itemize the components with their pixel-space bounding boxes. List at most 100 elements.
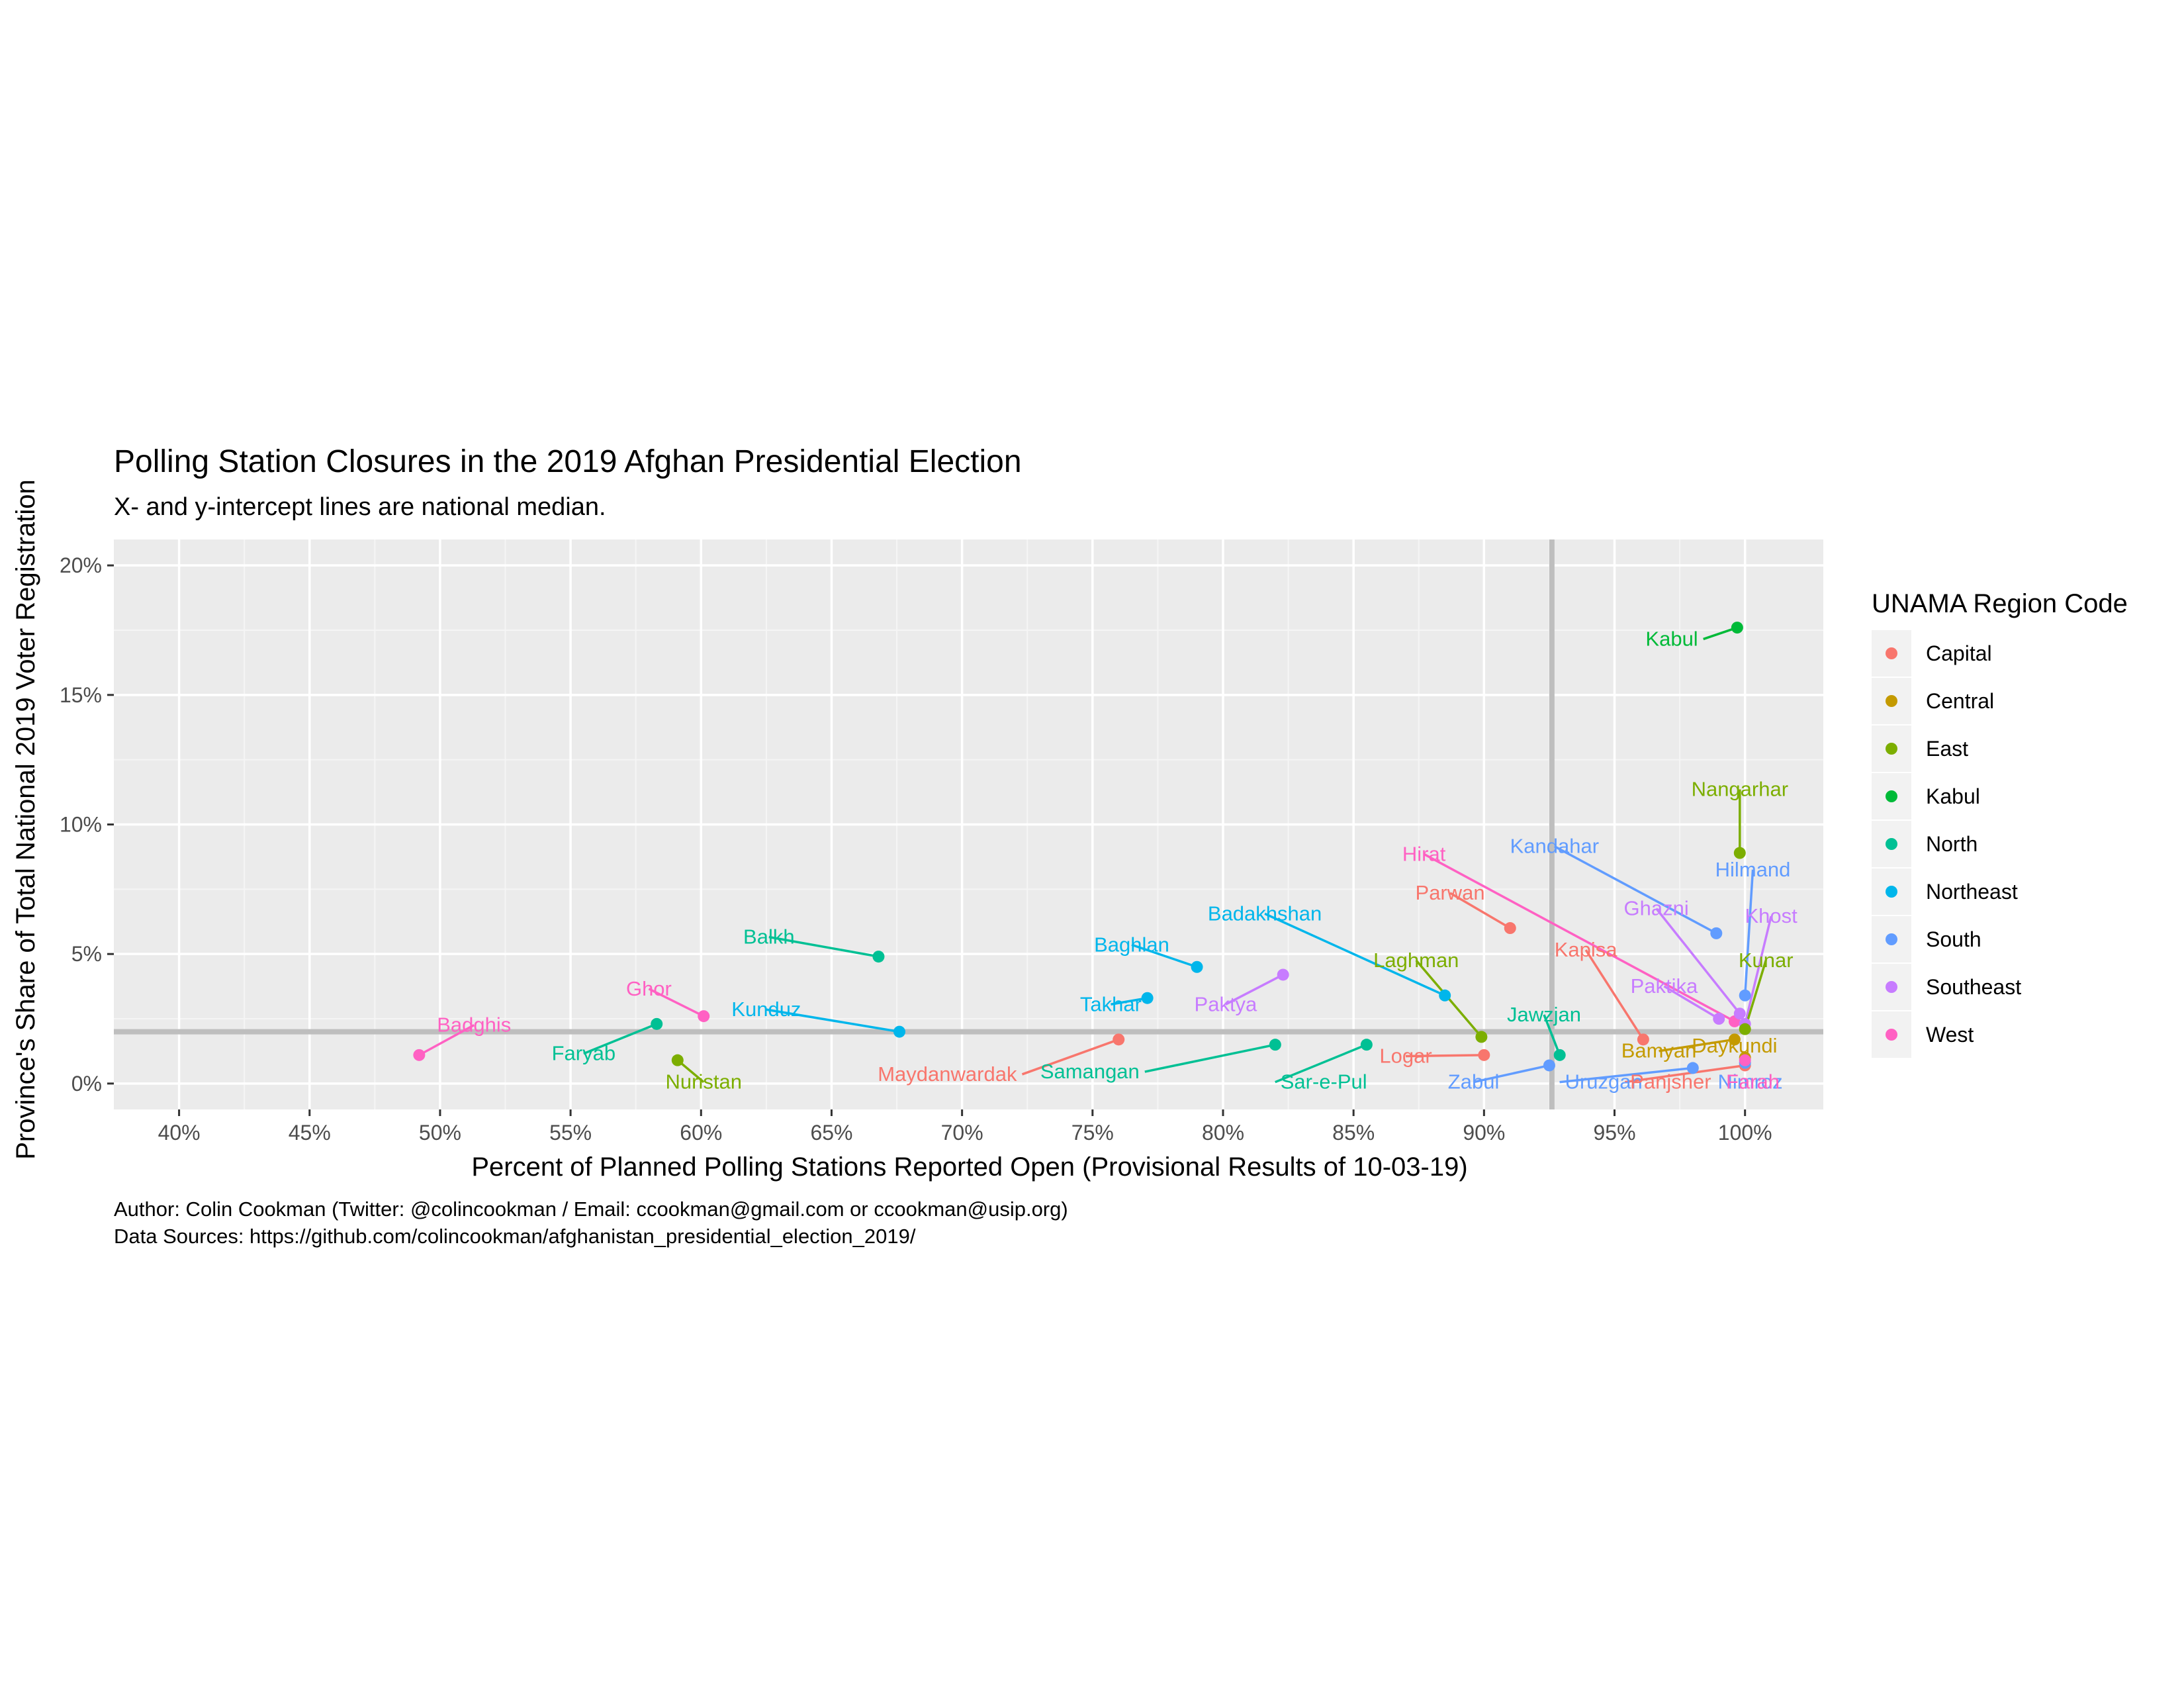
point-paktika [1713, 1013, 1725, 1025]
point-labels: Kabul Nangarhar Kandahar Hilmand Hirat Parwan… [437, 627, 1797, 1093]
point-zabul [1543, 1059, 1555, 1072]
x-tick-label: 75% [1071, 1121, 1114, 1145]
plot-panel: Kabul Nangarhar Kandahar Hilmand Hirat Parwan… [114, 539, 1823, 1109]
label-farah: Farah [1726, 1070, 1780, 1094]
label-jawzjan: Jawzjan [1507, 1003, 1581, 1026]
connector-paktya [1225, 973, 1284, 1006]
connector-hilmand [1743, 869, 1754, 996]
label-samangan: Samangan [1040, 1060, 1140, 1083]
label-kunduz: Kunduz [731, 998, 801, 1021]
label-takhar: Takhar [1080, 992, 1142, 1015]
point-badakhshan [1439, 989, 1451, 1002]
x-tick-label: 65% [810, 1121, 852, 1145]
connector-takhar [1111, 996, 1148, 1006]
legend-point-south [1886, 933, 1897, 945]
x-tick-label: 100% [1718, 1121, 1772, 1145]
label-maydanwardak: Maydanwardak [878, 1062, 1017, 1086]
connector-baghlan [1131, 943, 1198, 968]
data-points [413, 622, 1751, 1074]
point-ghazni [1733, 1008, 1746, 1020]
label-ghazni: Ghazni [1623, 896, 1688, 919]
connector-maydanwardak [1021, 1038, 1119, 1076]
label-faryab: Faryab [552, 1042, 615, 1065]
y-tick-label: 5% [71, 942, 102, 966]
connector-bamyan [1659, 1038, 1735, 1053]
x-tick-label: 50% [419, 1121, 461, 1145]
x-axis-title: Percent of Planned Polling Stations Repo… [471, 1152, 1467, 1182]
label-zabul: Zabul [1448, 1070, 1500, 1094]
connector-khost [1743, 915, 1772, 1025]
x-tick-label: 60% [680, 1121, 722, 1145]
x-tick-label: 55% [549, 1121, 592, 1145]
connector-kapisa [1584, 949, 1645, 1041]
point-maydanwardak [1113, 1033, 1125, 1046]
point-kandahar [1710, 927, 1723, 939]
x-axis: 40% 45% 50% 55% 60% 65% 70% 75% 80% 85% 90% 95% 100% [158, 1109, 1772, 1145]
label-balkh: Balkh [743, 925, 795, 949]
connector-logar [1406, 1054, 1484, 1058]
connector-uruzgan [1559, 1066, 1694, 1084]
label-nimroz: Nimroz [1717, 1070, 1782, 1094]
legend-point-northeast [1886, 886, 1897, 898]
y-tick-label: 20% [60, 553, 102, 577]
connector-badghis [418, 1024, 475, 1056]
connector-ghor [648, 988, 705, 1017]
label-uruzgan: Uruzgan [1565, 1070, 1643, 1094]
legend: UNAMA Region Code Capital Central East Kabu… [1872, 589, 2128, 1058]
label-badghis: Badghis [437, 1013, 511, 1037]
label-kunar: Kunar [1739, 949, 1794, 972]
connector-panjsher [1624, 1064, 1745, 1084]
label-kandahar: Kandahar [1510, 835, 1599, 858]
point-takhar [1141, 992, 1154, 1004]
legend-point-east [1886, 743, 1897, 755]
point-paktya [1277, 968, 1289, 981]
label-ghor: Ghor [626, 977, 672, 1000]
y-axis: 0% 5% 10% 15% 20% [60, 553, 114, 1096]
point-ghor [698, 1010, 710, 1023]
legend-point-kabul [1886, 790, 1897, 802]
legend-point-north [1886, 838, 1897, 850]
connector-faryab [583, 1023, 657, 1055]
connector-badakhshan [1264, 912, 1445, 997]
connector-jawzjan [1543, 1014, 1561, 1056]
label-bamyan: Bamyan [1621, 1039, 1697, 1062]
chart-title: Polling Station Closures in the 2019 Afg… [114, 444, 1022, 479]
point-samangan [1269, 1039, 1281, 1051]
label-nuristan: Nuristan [666, 1070, 742, 1094]
x-tick-label: 85% [1332, 1121, 1375, 1145]
label-sar-e-pul: Sar-e-Pul [1281, 1070, 1367, 1094]
point-kunduz [893, 1025, 905, 1038]
x-tick-label: 70% [941, 1121, 983, 1145]
x-tick-label: 90% [1463, 1121, 1505, 1145]
caption-sources: Data Sources: https://github.com/colinco… [114, 1225, 916, 1248]
label-paktika: Paktika [1631, 974, 1698, 998]
point-kabul [1731, 622, 1743, 634]
connector-samangan [1144, 1043, 1276, 1073]
legend-label-kabul: Kabul [1926, 784, 1980, 808]
legend-label-northeast: Northeast [1926, 880, 2018, 904]
label-parwan: Parwan [1416, 881, 1485, 904]
connector-sar-e-pul [1275, 1043, 1367, 1084]
connector-ghazni [1655, 908, 1741, 1015]
label-paktya: Paktya [1195, 992, 1258, 1015]
point-baghlan [1191, 961, 1203, 973]
point-jawzjan [1553, 1049, 1566, 1061]
point-faryab [651, 1017, 663, 1030]
legend-point-central [1886, 695, 1897, 707]
point-uruzgan [1686, 1062, 1699, 1074]
x-tick-label: 95% [1593, 1121, 1635, 1145]
point-bamyan [1728, 1033, 1741, 1046]
y-tick-label: 0% [71, 1072, 102, 1096]
point-farah [1739, 1054, 1751, 1066]
point-kapisa [1637, 1033, 1649, 1046]
x-tick-label: 40% [158, 1121, 201, 1145]
label-hirat: Hirat [1402, 842, 1446, 865]
point-parwan [1504, 922, 1516, 935]
label-kabul: Kabul [1645, 627, 1698, 650]
label-hilmand: Hilmand [1715, 858, 1791, 881]
label-panjsher: Panjsher [1630, 1070, 1711, 1094]
connector-kunduz [766, 1008, 900, 1033]
connector-balkh [768, 935, 879, 958]
legend-title: UNAMA Region Code [1872, 589, 2128, 618]
connector-kandahar [1553, 845, 1717, 935]
